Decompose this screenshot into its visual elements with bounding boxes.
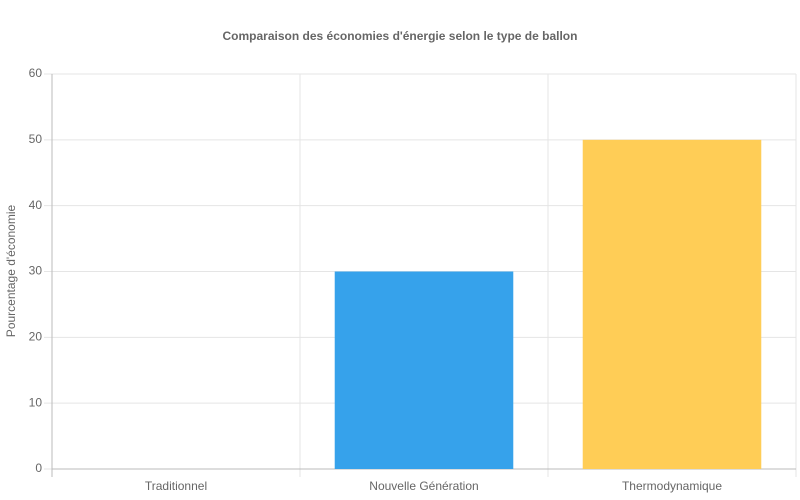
x-tick-label: Traditionnel [145, 479, 207, 493]
y-tick-label: 50 [29, 132, 43, 146]
y-tick-label: 30 [29, 264, 43, 278]
bar [582, 139, 762, 470]
y-tick-label: 20 [29, 330, 43, 344]
y-axis-label: Pourcentage d'économie [4, 204, 18, 337]
x-tick-label: Nouvelle Génération [369, 479, 478, 493]
chart-title: Comparaison des économies d'énergie selo… [223, 29, 578, 43]
x-tick-label: Thermodynamique [622, 479, 722, 493]
y-tick-label: 0 [35, 461, 42, 475]
y-tick-label: 10 [29, 395, 43, 409]
y-tick-label: 60 [29, 66, 43, 80]
y-tick-label: 40 [29, 198, 43, 212]
bar [334, 271, 514, 469]
